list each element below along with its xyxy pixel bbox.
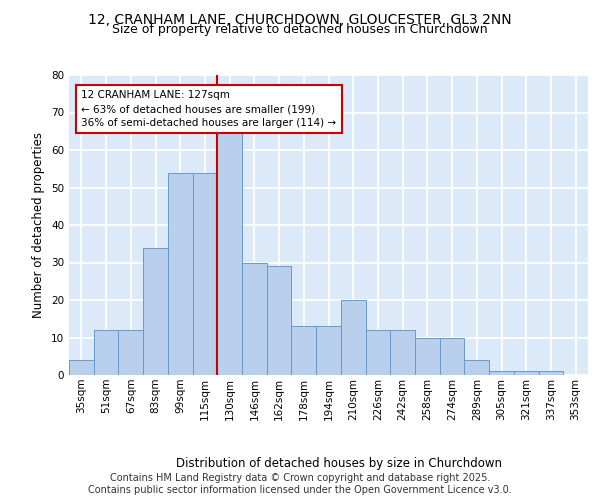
Bar (464, 360, 489, 375)
Bar (390, 330, 415, 375)
Bar (143, 248, 168, 375)
Bar (365, 330, 390, 375)
Bar (242, 262, 267, 375)
Bar (69, 360, 94, 375)
Text: Distribution of detached houses by size in Churchdown: Distribution of detached houses by size … (176, 458, 502, 470)
Bar (539, 371, 563, 375)
Bar (341, 300, 365, 375)
Bar (316, 326, 341, 375)
Bar (193, 172, 217, 375)
Text: Size of property relative to detached houses in Churchdown: Size of property relative to detached ho… (112, 22, 488, 36)
Bar (168, 172, 193, 375)
Text: 12 CRANHAM LANE: 127sqm
← 63% of detached houses are smaller (199)
36% of semi-d: 12 CRANHAM LANE: 127sqm ← 63% of detache… (82, 90, 337, 128)
Bar (415, 338, 440, 375)
Bar (267, 266, 292, 375)
Bar (514, 371, 539, 375)
Bar (217, 131, 242, 375)
Text: Contains HM Land Registry data © Crown copyright and database right 2025.
Contai: Contains HM Land Registry data © Crown c… (88, 474, 512, 495)
Bar (489, 371, 514, 375)
Text: 12, CRANHAM LANE, CHURCHDOWN, GLOUCESTER, GL3 2NN: 12, CRANHAM LANE, CHURCHDOWN, GLOUCESTER… (88, 12, 512, 26)
Bar (118, 330, 143, 375)
Y-axis label: Number of detached properties: Number of detached properties (32, 132, 46, 318)
Bar (292, 326, 316, 375)
Bar (94, 330, 118, 375)
Bar (440, 338, 464, 375)
